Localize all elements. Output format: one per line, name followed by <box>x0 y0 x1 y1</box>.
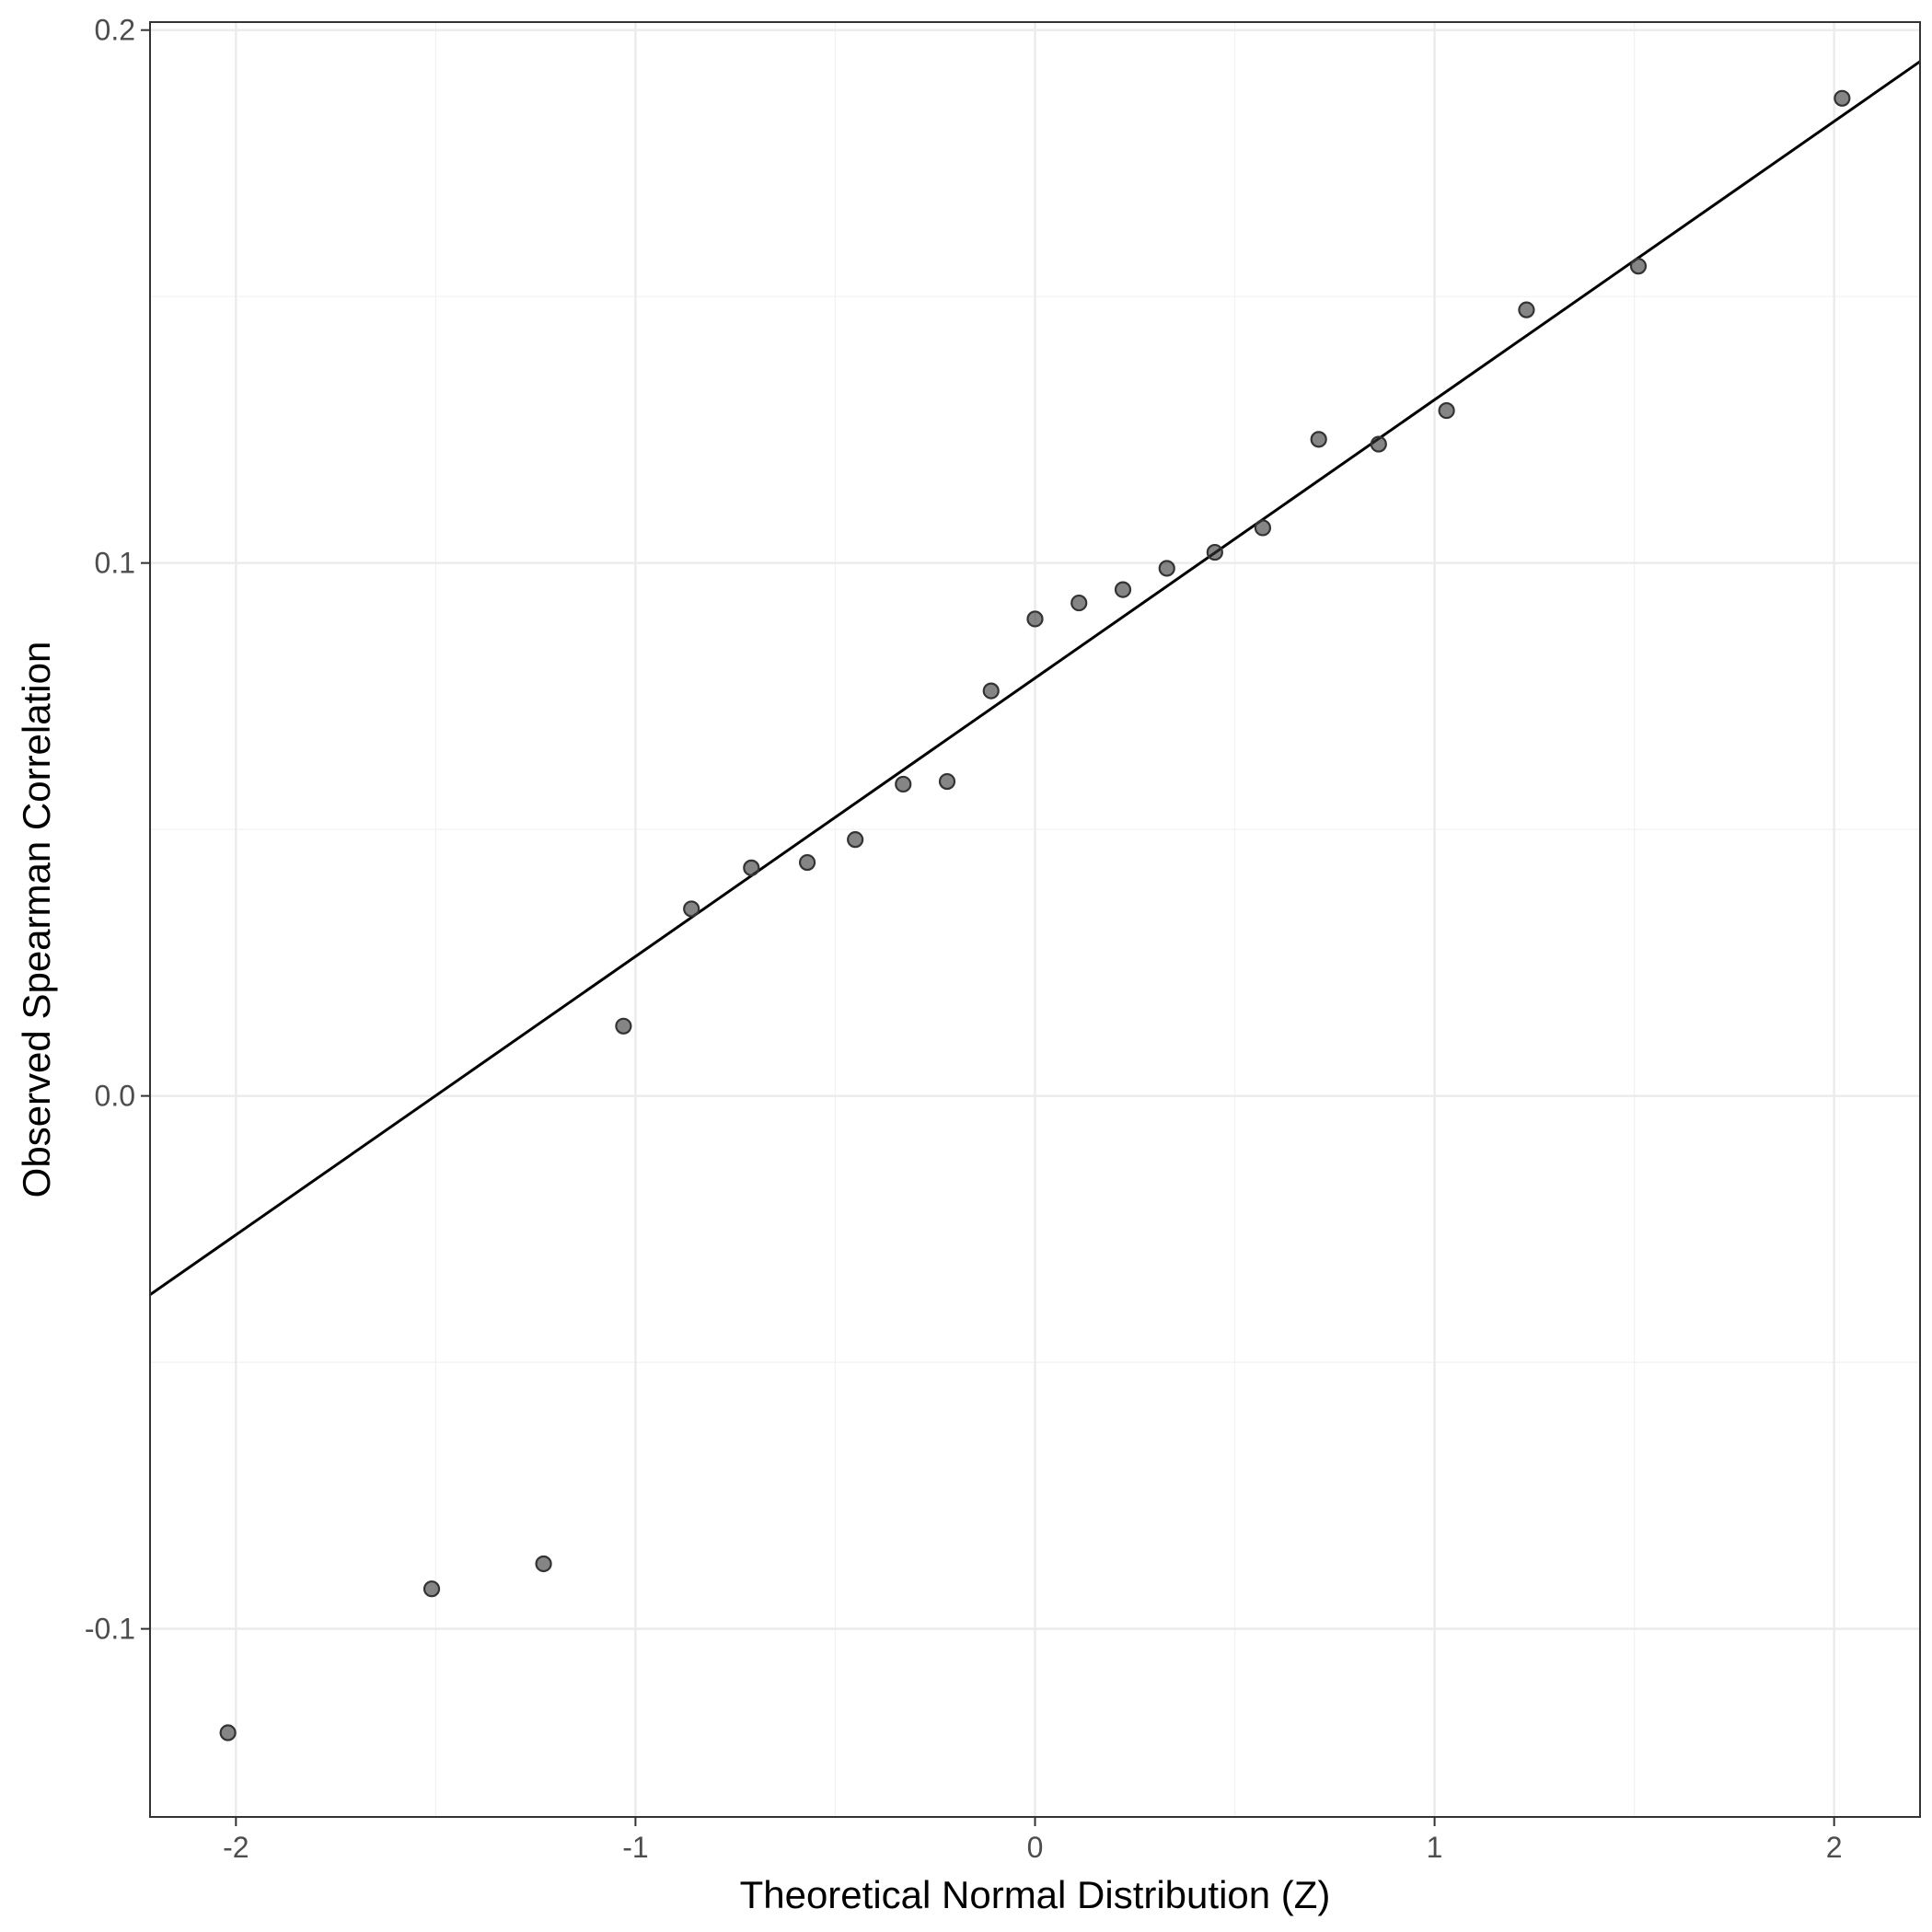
data-point <box>1834 89 1851 107</box>
data-point <box>895 775 912 793</box>
data-point <box>615 1017 632 1035</box>
x-tick-label: 0 <box>1027 1831 1044 1864</box>
x-tick-label: -2 <box>223 1831 249 1864</box>
data-points <box>219 89 1851 1741</box>
qq-reference-line <box>150 60 1920 1296</box>
x-axis-title: Theoretical Normal Distribution (Z) <box>740 1873 1331 1916</box>
y-tick-label: -0.1 <box>85 1613 135 1646</box>
data-point <box>683 900 700 918</box>
data-point <box>1310 431 1327 448</box>
data-point <box>1114 581 1132 598</box>
data-point <box>1026 610 1044 628</box>
data-point <box>1370 435 1387 453</box>
y-tick-label: 0.0 <box>95 1080 135 1113</box>
data-point <box>422 1580 441 1598</box>
reference-line-layer <box>150 60 1920 1296</box>
data-point <box>1158 560 1175 577</box>
data-point <box>1438 401 1455 420</box>
data-point <box>1070 594 1088 612</box>
y-tick-label: 0.1 <box>95 547 135 580</box>
data-point <box>1518 301 1535 318</box>
data-point <box>938 772 956 791</box>
data-point <box>743 859 760 876</box>
data-point <box>847 831 864 849</box>
data-point <box>1629 258 1648 275</box>
data-point <box>535 1555 552 1573</box>
y-tick-label: 0.2 <box>95 14 135 47</box>
data-point <box>219 1724 237 1741</box>
data-point <box>1254 519 1272 537</box>
x-tick-label: 1 <box>1427 1831 1443 1864</box>
x-tick-label: 2 <box>1826 1831 1843 1864</box>
data-point <box>982 682 1000 700</box>
axes: -2 -1 0 1 2 -0.1 0.0 0.1 0.2 <box>85 14 1843 1864</box>
grid-lines <box>150 22 1920 1817</box>
data-point <box>798 853 816 872</box>
x-tick-label: -1 <box>622 1831 648 1864</box>
y-axis-title: Observed Spearman Correlation <box>15 642 58 1198</box>
data-point <box>1206 543 1223 561</box>
